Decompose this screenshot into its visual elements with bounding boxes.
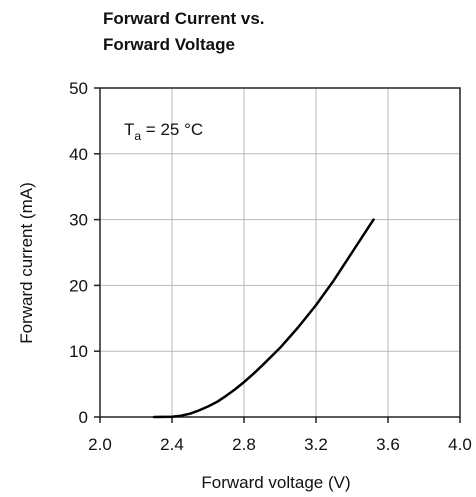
grid-lines bbox=[100, 88, 460, 417]
chart-title-line-2: Forward Voltage bbox=[103, 35, 235, 54]
x-axis-label: Forward voltage (V) bbox=[201, 473, 350, 492]
y-tick-label: 50 bbox=[69, 79, 88, 98]
annotation-subscript: a bbox=[134, 129, 141, 143]
y-tick-label: 20 bbox=[69, 276, 88, 295]
plot-frame bbox=[99, 87, 461, 418]
y-axis-label: Forward current (mA) bbox=[17, 182, 36, 344]
x-tick-label: 3.6 bbox=[376, 435, 400, 454]
x-tick-label: 2.8 bbox=[232, 435, 256, 454]
tick-marks bbox=[94, 87, 461, 423]
chart-title-line-1: Forward Current vs. bbox=[103, 9, 265, 28]
x-tick-labels: 2.0 2.4 2.8 3.2 3.6 4.0 bbox=[88, 435, 472, 454]
annotation-rest: = 25 °C bbox=[141, 120, 203, 139]
y-tick-labels: 0 10 20 30 40 50 bbox=[69, 79, 88, 427]
chart-title: Forward Current vs. Forward Voltage bbox=[103, 6, 265, 58]
annotation-base: T bbox=[124, 120, 134, 139]
y-tick-label: 40 bbox=[69, 145, 88, 164]
y-tick-label: 30 bbox=[69, 211, 88, 230]
x-tick-label: 2.0 bbox=[88, 435, 112, 454]
y-tick-label: 10 bbox=[69, 342, 88, 361]
temperature-annotation: Ta = 25 °C bbox=[124, 120, 203, 143]
x-tick-label: 4.0 bbox=[448, 435, 472, 454]
x-tick-label: 2.4 bbox=[160, 435, 184, 454]
x-tick-label: 3.2 bbox=[304, 435, 328, 454]
series-line bbox=[152, 218, 375, 419]
y-tick-label: 0 bbox=[79, 408, 88, 427]
